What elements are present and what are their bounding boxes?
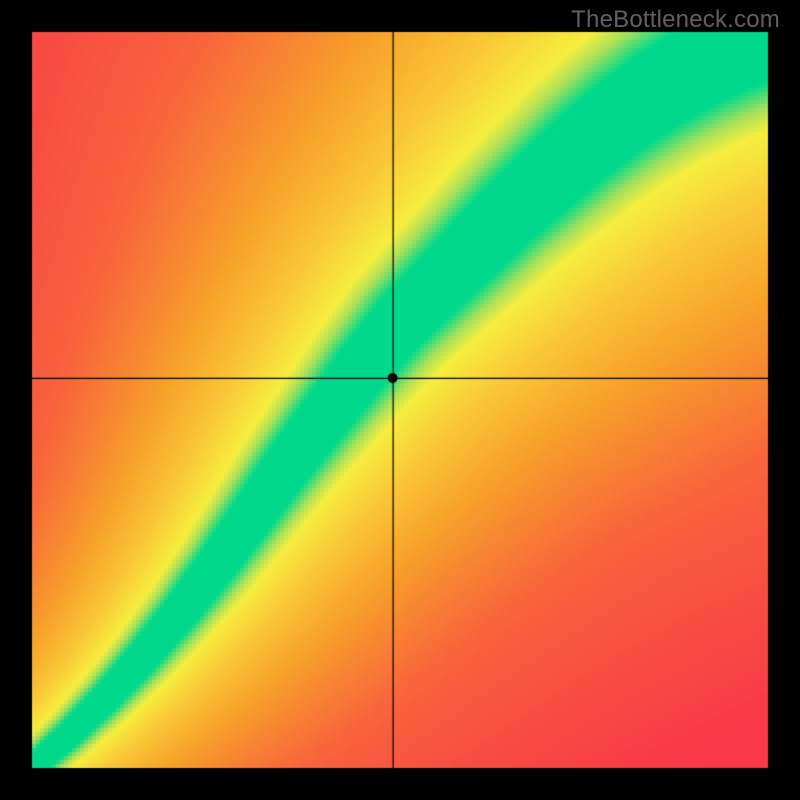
watermark-text: TheBottleneck.com bbox=[571, 6, 780, 34]
chart-container: TheBottleneck.com bbox=[0, 0, 800, 800]
bottleneck-heatmap bbox=[0, 0, 800, 800]
